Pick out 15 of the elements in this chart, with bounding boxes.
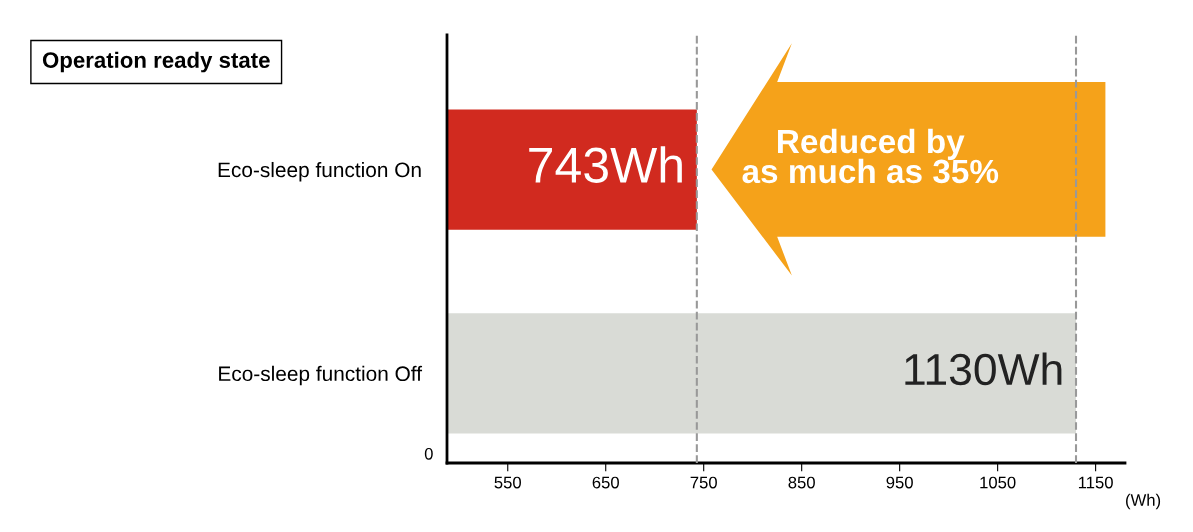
text: 0 bbox=[424, 447, 433, 460]
x-tick-label: 650 bbox=[592, 476, 619, 489]
x-tick-label: 950 bbox=[886, 476, 913, 489]
x-tick-label: 1050 bbox=[980, 476, 1016, 489]
annotation: Reduced by as much as 35% bbox=[742, 128, 999, 184]
data-label: 743Wh bbox=[529, 146, 682, 183]
data-label: 1130Wh bbox=[905, 352, 1062, 386]
text: Operation ready state bbox=[42, 51, 270, 73]
x-axis-title: (Wh) bbox=[1126, 493, 1161, 510]
x-tick-label: 550 bbox=[494, 476, 521, 489]
x-tick-label: 1150 bbox=[1078, 476, 1113, 489]
y-tick-label: Eco-sleep function On bbox=[218, 161, 421, 182]
x-tick-label: 750 bbox=[690, 476, 717, 489]
y-tick-label: Eco-sleep function Off bbox=[219, 365, 423, 386]
x-tick-label: 850 bbox=[788, 476, 815, 489]
